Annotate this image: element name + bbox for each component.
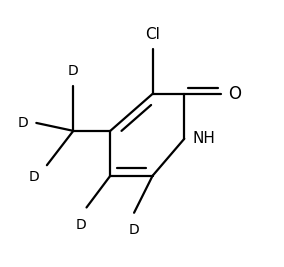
Text: D: D bbox=[28, 171, 39, 184]
Text: D: D bbox=[18, 116, 28, 130]
Text: Cl: Cl bbox=[145, 27, 160, 42]
Text: D: D bbox=[68, 64, 79, 78]
Text: O: O bbox=[228, 85, 241, 103]
Text: D: D bbox=[129, 223, 139, 237]
Text: NH: NH bbox=[192, 131, 215, 146]
Text: D: D bbox=[76, 218, 87, 232]
